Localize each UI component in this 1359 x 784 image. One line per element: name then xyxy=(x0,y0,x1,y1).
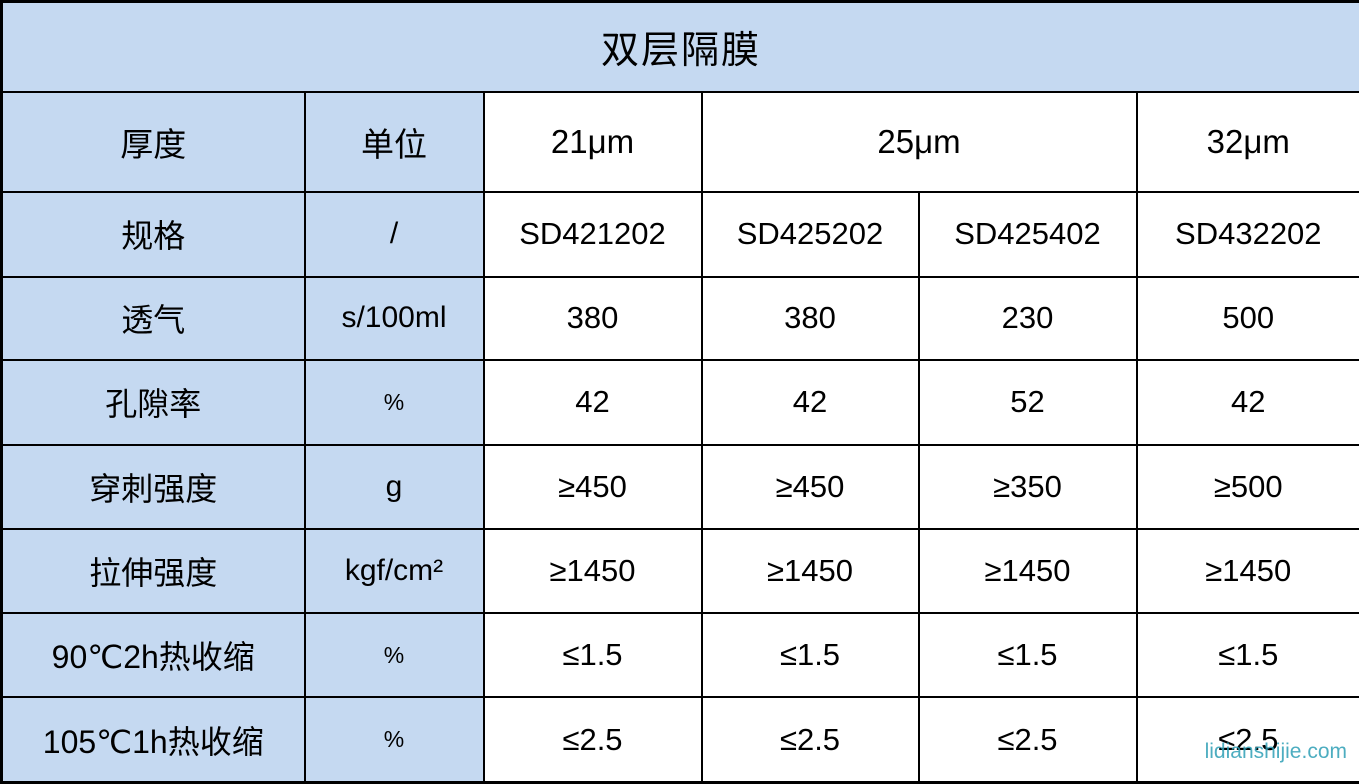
table-row: 90℃2h热收缩 % ≤1.5 ≤1.5 ≤1.5 ≤1.5 xyxy=(0,612,1359,699)
row-unit: % xyxy=(303,696,485,784)
table-row: 拉伸强度 kgf/cm² ≥1450 ≥1450 ≥1450 ≥1450 xyxy=(0,528,1359,615)
row-label: 规格 xyxy=(0,190,306,278)
cell-value: ≥500 xyxy=(1135,444,1359,531)
cell-value: ≥1450 xyxy=(700,528,920,615)
cell-value: ≤1.5 xyxy=(917,612,1138,699)
cell-value: ≥450 xyxy=(700,444,920,531)
cell-value: 380 xyxy=(482,275,703,361)
cell-value: ≥450 xyxy=(482,444,703,531)
row-label: 穿刺强度 xyxy=(0,444,306,531)
thickness-header: 厚度 xyxy=(0,90,306,193)
cell-value: 42 xyxy=(482,358,703,447)
cell-value: ≥1450 xyxy=(482,528,703,615)
column-header-32um: 32μm xyxy=(1135,90,1359,193)
cell-value: ≥350 xyxy=(917,444,1138,531)
cell-value: ≤1.5 xyxy=(482,612,703,699)
table-title: 双层隔膜 xyxy=(0,0,1359,93)
cell-value: 52 xyxy=(917,358,1138,447)
cell-value: 230 xyxy=(917,275,1138,361)
cell-value: ≥1450 xyxy=(1135,528,1359,615)
cell-value: SD425402 xyxy=(917,190,1138,278)
row-label: 透气 xyxy=(0,275,306,361)
row-unit: / xyxy=(303,190,485,278)
cell-value: ≤2.5 xyxy=(700,696,920,784)
row-label: 孔隙率 xyxy=(0,358,306,447)
cell-value: ≤2.5 xyxy=(482,696,703,784)
cell-value: 42 xyxy=(1135,358,1359,447)
cell-value: ≥1450 xyxy=(917,528,1138,615)
cell-value: SD421202 xyxy=(482,190,703,278)
row-label: 90℃2h热收缩 xyxy=(0,612,306,699)
row-unit: g xyxy=(303,444,485,531)
cell-value: ≤2.5 xyxy=(1135,696,1359,784)
cell-value: ≤1.5 xyxy=(700,612,920,699)
row-unit: % xyxy=(303,358,485,447)
row-unit: % xyxy=(303,612,485,699)
row-label: 拉伸强度 xyxy=(0,528,306,615)
unit-header: 单位 xyxy=(303,90,485,193)
table-row: 105℃1h热收缩 % ≤2.5 ≤2.5 ≤2.5 ≤2.5 xyxy=(0,696,1359,784)
table-row: 规格 / SD421202 SD425202 SD425402 SD432202 xyxy=(0,190,1359,278)
cell-value: 500 xyxy=(1135,275,1359,361)
table-row: 穿刺强度 g ≥450 ≥450 ≥350 ≥500 xyxy=(0,444,1359,531)
cell-value: 42 xyxy=(700,358,920,447)
column-header-21um: 21μm xyxy=(482,90,703,193)
cell-value: ≤2.5 xyxy=(917,696,1138,784)
cell-value: ≤1.5 xyxy=(1135,612,1359,699)
cell-value: SD425202 xyxy=(700,190,920,278)
cell-value: SD432202 xyxy=(1135,190,1359,278)
row-unit: s/100ml xyxy=(303,275,485,361)
row-unit: kgf/cm² xyxy=(303,528,485,615)
cell-value: 380 xyxy=(700,275,920,361)
table-row: 孔隙率 % 42 42 52 42 xyxy=(0,358,1359,447)
table-row: 透气 s/100ml 380 380 230 500 xyxy=(0,275,1359,361)
column-header-25um: 25μm xyxy=(700,90,1138,193)
row-label: 105℃1h热收缩 xyxy=(0,696,306,784)
